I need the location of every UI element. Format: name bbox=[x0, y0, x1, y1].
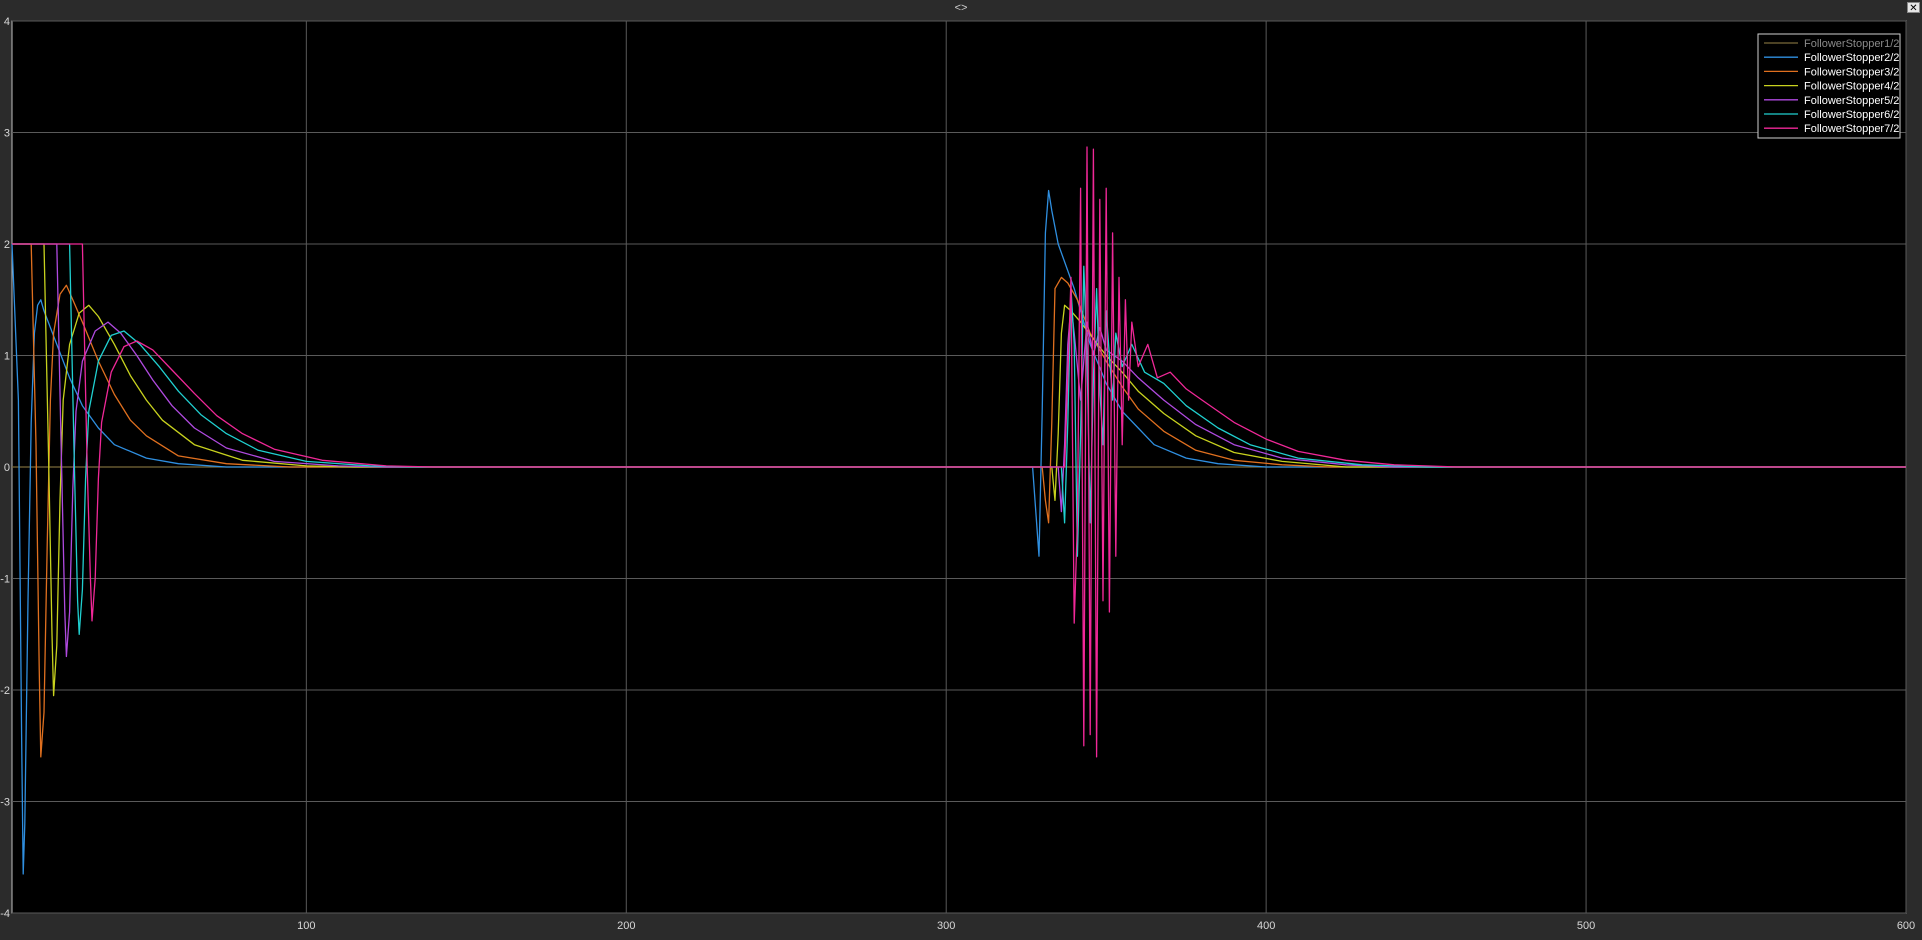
legend-label-6: FollowerStopper6/2 bbox=[1804, 109, 1899, 121]
legend-label-3: FollowerStopper3/2 bbox=[1804, 66, 1899, 78]
x-tick-label: 400 bbox=[1257, 920, 1275, 932]
legend-label-5: FollowerStopper5/2 bbox=[1804, 95, 1899, 107]
y-tick-label: 0 bbox=[4, 462, 10, 474]
series-line-4 bbox=[12, 243, 1906, 697]
y-tick-label: 3 bbox=[4, 128, 10, 140]
legend-label-7: FollowerStopper7/2 bbox=[1804, 123, 1899, 135]
y-tick-label: -1 bbox=[0, 574, 10, 586]
legend-label-4: FollowerStopper4/2 bbox=[1804, 81, 1899, 93]
y-tick-label: -4 bbox=[0, 908, 10, 920]
y-tick-label: -2 bbox=[0, 685, 10, 697]
x-tick-label: 100 bbox=[297, 920, 315, 932]
y-tick-label: 4 bbox=[4, 16, 10, 28]
window-title: <> bbox=[954, 2, 968, 14]
series-line-7 bbox=[12, 146, 1906, 758]
series-line-3 bbox=[12, 243, 1906, 758]
legend-label-2: FollowerStopper2/2 bbox=[1804, 52, 1899, 64]
x-tick-label: 200 bbox=[617, 920, 635, 932]
y-tick-label: -3 bbox=[0, 797, 10, 809]
title-bar: <> ✕ bbox=[0, 0, 1922, 18]
x-tick-label: 500 bbox=[1577, 920, 1595, 932]
legend-label-1: FollowerStopper1/2 bbox=[1804, 38, 1899, 50]
x-tick-label: 600 bbox=[1897, 920, 1915, 932]
x-tick-label: 300 bbox=[937, 920, 955, 932]
y-tick-label: 2 bbox=[4, 239, 10, 251]
close-button[interactable]: ✕ bbox=[1907, 2, 1920, 14]
y-tick-label: 1 bbox=[4, 351, 10, 363]
series-line-6 bbox=[12, 243, 1906, 635]
